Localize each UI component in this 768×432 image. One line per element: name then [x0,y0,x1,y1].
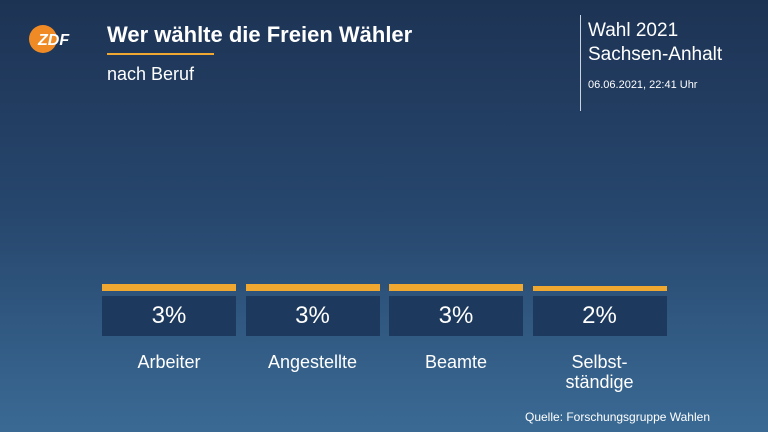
logo: ZDF [29,25,70,53]
election: Wahl 2021 [588,20,679,41]
bar [245,283,380,291]
category-label: Angestellte [267,352,358,372]
chart-subtitle: nach Beruf [107,64,195,84]
category-label: Selbst- ständige [565,352,634,392]
value-label: 3% [245,296,380,336]
value-label: 3% [389,296,523,336]
logo-text: ZDF [37,32,70,49]
category-label: Arbeiter [137,352,201,372]
category-label: Beamte [424,352,488,372]
value-label: 3% [102,296,236,336]
chart-title: Wer wählte die Freien Wähler [107,22,413,47]
date: 06.06.2021, 22:41 Uhr [588,79,698,91]
title-underline [107,53,214,55]
region: Sachsen-Anhalt [588,44,723,65]
bar [389,283,523,291]
bar [102,283,236,291]
source: Quelle: Forschungsgruppe Wahlen [525,410,710,424]
value-label: 2% [532,296,667,336]
divider [580,15,581,111]
bar [532,286,667,291]
